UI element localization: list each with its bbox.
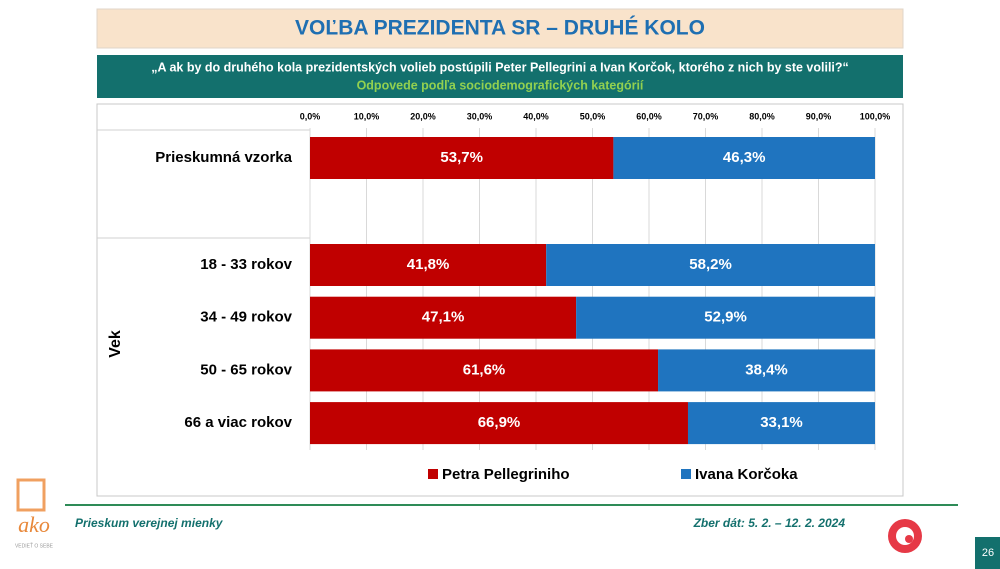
- value-label: 53,7%: [440, 149, 483, 166]
- title-band: [96, 8, 904, 49]
- bar-segment: [658, 349, 875, 392]
- x-tick-label: 10,0%: [354, 111, 380, 121]
- legend-swatch: [428, 469, 438, 479]
- y-tick-label: 66 a viac rokov: [184, 414, 292, 431]
- bar-segment: [546, 244, 875, 286]
- bar-segment: [310, 296, 577, 339]
- legend-label: Ivana Korčoka: [695, 466, 798, 483]
- bar-segment: [687, 402, 875, 445]
- y-tick-label: 34 - 49 rokov: [200, 309, 292, 326]
- title: VOĽBA PREZIDENTA SR – DRUHÉ KOLO: [295, 17, 705, 40]
- logo: ako: [18, 512, 50, 537]
- logo-icon: [16, 478, 46, 512]
- x-tick-label: 0,0%: [300, 111, 321, 121]
- y-tick-label: 50 - 65 rokov: [200, 361, 292, 378]
- bar-segment: [613, 137, 875, 179]
- x-tick-label: 30,0%: [467, 111, 493, 121]
- bar-segment: [576, 296, 875, 339]
- note: Odpovede podľa sociodemografických kateg…: [357, 78, 644, 92]
- logo-tagline: VEDIEŤ O SEBE: [15, 541, 54, 549]
- x-tick-label: 90,0%: [806, 111, 832, 121]
- footer-left: Prieskum verejnej mienky: [75, 516, 224, 530]
- bar-segment: [310, 349, 659, 392]
- y-tick-label: 18 - 33 rokov: [200, 256, 292, 273]
- value-label: 47,1%: [422, 309, 465, 326]
- x-tick-label: 20,0%: [410, 111, 436, 121]
- x-tick-label: 70,0%: [693, 111, 719, 121]
- question-band: [97, 55, 903, 98]
- value-label: 38,4%: [745, 361, 788, 378]
- legend-swatch: [681, 469, 691, 479]
- x-tick-label: 80,0%: [749, 111, 775, 121]
- page-number: 26: [982, 547, 994, 559]
- x-tick-label: 50,0%: [580, 111, 606, 121]
- page-box: [975, 537, 1000, 569]
- value-label: 66,9%: [478, 414, 521, 431]
- question: „A ak by do druhého kola prezidentských …: [151, 60, 849, 74]
- x-tick-label: 60,0%: [636, 111, 662, 121]
- bar-segment: [310, 137, 614, 179]
- value-label: 33,1%: [760, 414, 803, 431]
- footer-right: Zber dát: 5. 2. – 12. 2. 2024: [693, 516, 846, 530]
- value-label: 58,2%: [689, 256, 732, 273]
- group-label: Vek: [107, 330, 124, 358]
- value-label: 61,6%: [463, 361, 506, 378]
- bar-segment: [310, 402, 688, 445]
- x-tick-label: 100,0%: [860, 111, 891, 121]
- bar-segment: [310, 244, 547, 286]
- legend-label: Petra Pellegriniho: [442, 466, 570, 483]
- plot: 0,0% 10,0% 20,0% 30,0% 40,0% 50,0% 60,0% 70,0% 8…: [155, 111, 890, 483]
- y-tick-label: Prieskumná vzorka: [155, 149, 292, 166]
- value-label: 46,3%: [723, 149, 766, 166]
- value-label: 41,8%: [407, 256, 450, 273]
- partner-logo-dot: [905, 535, 913, 543]
- value-label: 52,9%: [704, 309, 747, 326]
- x-tick-label: 40,0%: [523, 111, 549, 121]
